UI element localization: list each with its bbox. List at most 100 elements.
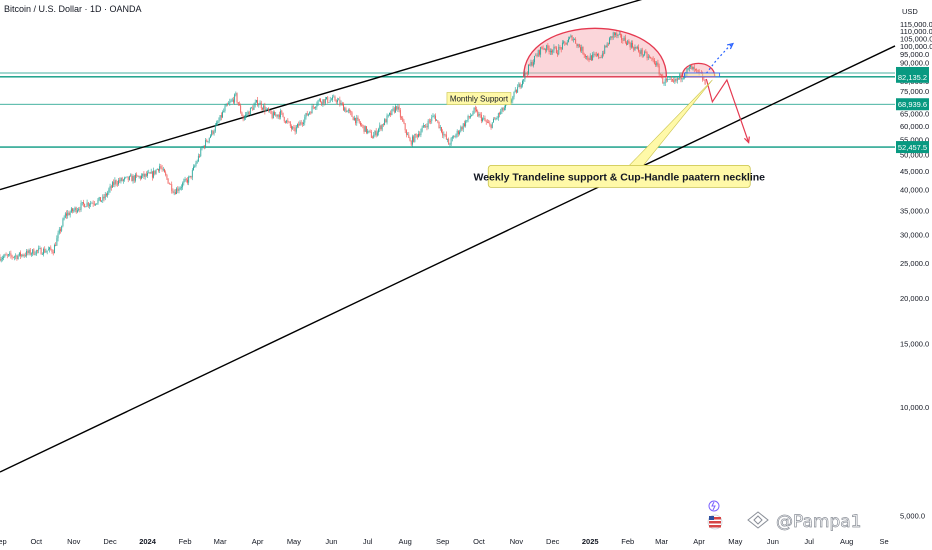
candle-body [75,207,77,213]
candle-body [301,123,303,125]
candle-body [387,114,389,116]
us-flag-stripe [709,517,721,520]
candle-body [414,134,416,142]
price-label-box [896,141,929,154]
candle-body [171,184,173,191]
candle-body [577,44,579,47]
x-tick-label: Aug [840,537,853,546]
candle-body [551,50,552,53]
candle-body [282,112,284,117]
x-tick-label: Mar [214,537,227,546]
candles [0,31,706,263]
candle-body [230,100,232,102]
candle-body [571,35,573,41]
candle-body [139,176,141,179]
y-tick-label: 5,000.0 [900,511,925,520]
candle-body [568,38,569,43]
candle-body [606,43,608,48]
candle-body [31,253,32,255]
candle-body [164,169,165,173]
candle-body [464,123,465,127]
candle-body [645,51,647,53]
y-tick-label: 50,000.0 [900,151,929,160]
candle-body [686,68,688,75]
candle-body [448,139,450,145]
candle-body [486,121,488,123]
candle-body [310,112,312,114]
candle-body [672,79,673,81]
candle-body [217,122,219,124]
candle-body [89,204,90,206]
candle-body [558,46,560,55]
candle-body [224,106,226,111]
candle-body [90,203,92,205]
candle-body [501,107,503,112]
candle-body [678,78,679,79]
candle-body [362,125,364,126]
candle-body [51,249,53,253]
candle-body [436,120,438,121]
candle-body [254,102,256,106]
candle-body [468,116,470,118]
candle-body [629,43,631,48]
candle-body [443,134,445,136]
candle-body [66,213,67,216]
candle-body [359,122,361,125]
candle-body [99,197,101,202]
x-tick-label: Feb [621,537,634,546]
candle-body [98,197,100,200]
candle-body [258,104,260,106]
candle-body [653,59,655,64]
candle-body [268,108,269,111]
candle-body [236,93,238,103]
candle-body [634,46,636,50]
candle-body [333,96,335,98]
candle-body [33,249,35,255]
candle-body [251,107,252,109]
price-label-text: 82,135.2 [898,73,927,82]
candle-body [278,114,280,118]
candle-body [664,79,666,84]
candle-body [586,56,588,57]
candle-body [207,141,209,142]
event-icons[interactable] [707,500,723,530]
candle-body [260,102,262,109]
candle-body [512,96,514,101]
candle-body [358,119,360,123]
candle-body [433,115,435,117]
candle-body [402,117,404,122]
time-axis[interactable]: Sep Oct Nov Dec 2024 Feb Mar Apr May Jun Jul Aug Sep… [0,537,889,546]
candle-body [195,163,197,166]
candle-body [40,248,42,255]
candle-body [337,99,338,103]
candle-body [457,130,459,135]
candle-body [399,110,401,118]
us-flag-stripe [709,525,721,528]
candle-body [249,107,251,115]
candle-body [538,50,540,55]
price-axis[interactable]: USD 5,000.0 10,000.0 15,000.0 20,000.0 25,000… [900,7,932,520]
candle-body [193,166,194,171]
candle-body [607,43,609,45]
x-tick-label: Mar [655,537,668,546]
candle-body [167,178,169,184]
candle-body [127,176,129,180]
candle-body [10,253,12,256]
x-tick-label: Dec [103,537,117,546]
y-tick-label: 60,000.0 [900,122,929,131]
candle-body [109,186,111,190]
candle-body [428,120,430,122]
candle-body [257,100,259,106]
currency-label: USD [902,7,918,16]
candle-body [107,192,109,196]
candle-body [190,175,192,178]
candle-body [505,103,506,108]
candle-body [223,110,225,113]
candle-body [148,172,150,174]
candle-body [74,207,76,211]
candle-body [316,104,318,108]
candle-body [413,136,415,142]
candle-body [462,123,464,130]
candle-body [600,57,602,58]
